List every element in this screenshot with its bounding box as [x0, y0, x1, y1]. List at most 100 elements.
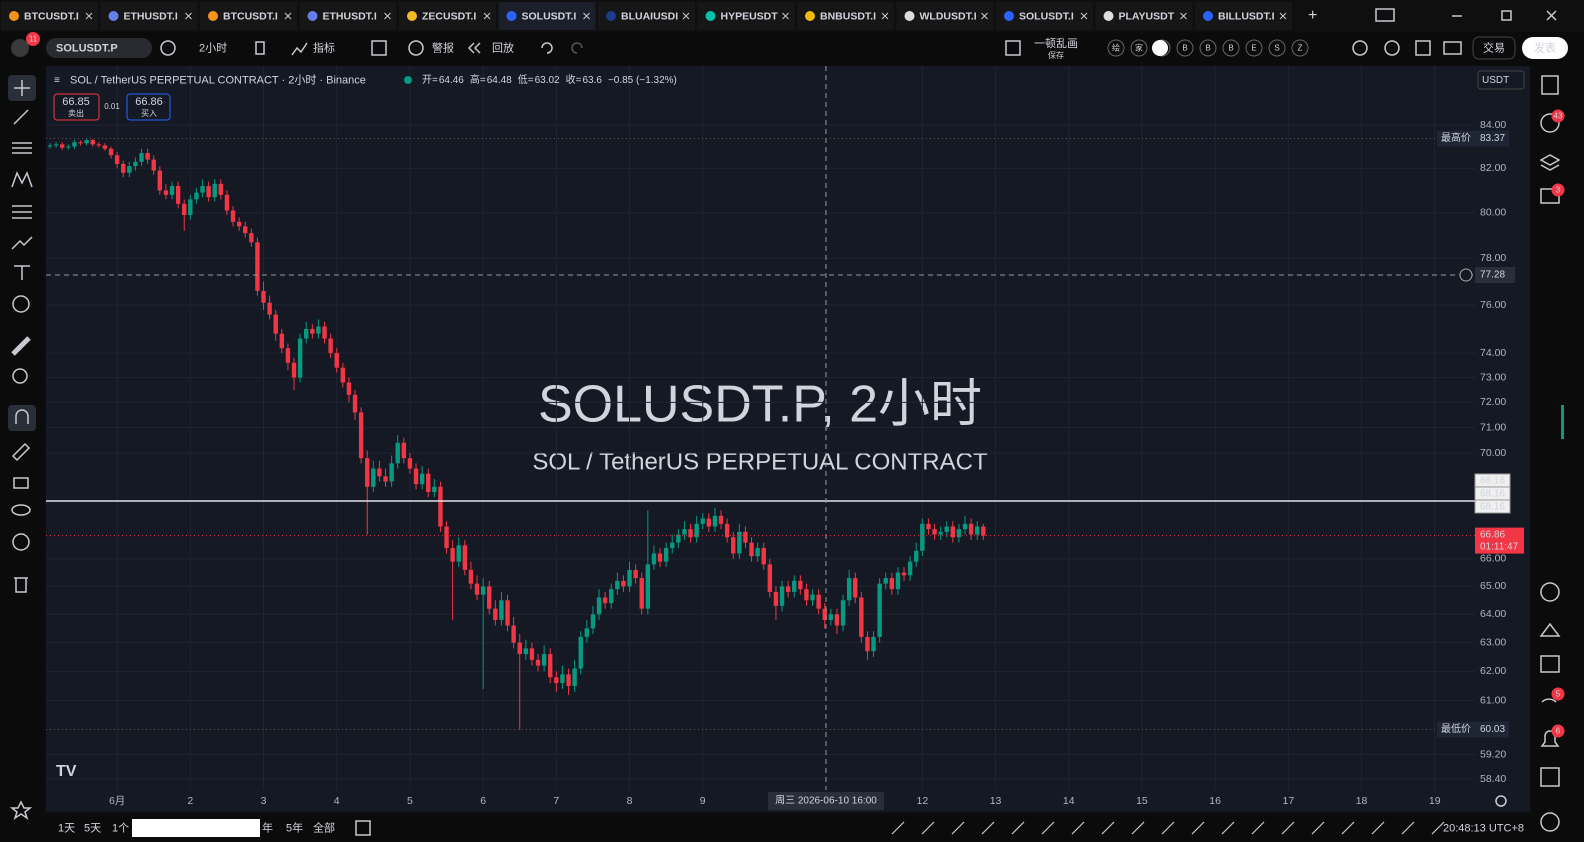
tab-close[interactable]	[583, 12, 590, 20]
trend-line-tool[interactable]	[13, 109, 29, 125]
hotlist[interactable]	[1352, 40, 1368, 56]
publish-button[interactable]	[1522, 37, 1568, 59]
drawing-shortcut[interactable]	[1281, 821, 1295, 835]
tab-close[interactable]	[981, 12, 988, 20]
range-button[interactable]: 5天	[84, 822, 101, 834]
tab-close[interactable]	[1080, 12, 1088, 20]
delete-tool[interactable]	[14, 577, 28, 593]
redo[interactable]	[571, 42, 583, 54]
drawing-shortcut[interactable]	[1221, 821, 1235, 835]
buy-button[interactable]	[126, 93, 171, 121]
chip[interactable]	[1107, 39, 1125, 57]
chart-type[interactable]	[255, 41, 265, 55]
magnet-tool[interactable]	[8, 405, 36, 431]
lock-tool[interactable]	[13, 477, 29, 489]
brush-tool[interactable]	[11, 236, 33, 250]
drawing-shortcut[interactable]	[1401, 821, 1415, 835]
drawing-shortcut[interactable]	[1131, 821, 1145, 835]
add-alert[interactable]	[1459, 268, 1473, 282]
replay-button[interactable]: 回放	[492, 40, 514, 54]
symbol-search[interactable]	[46, 38, 152, 58]
range-button[interactable]: 全部	[313, 820, 335, 834]
drawing-shortcut[interactable]	[921, 821, 935, 835]
avatar[interactable]	[11, 39, 29, 57]
ideas[interactable]	[1540, 582, 1560, 602]
drawing-shortcut[interactable]	[891, 821, 905, 835]
pattern-tool[interactable]	[11, 171, 33, 188]
data-window[interactable]	[1540, 767, 1560, 787]
currency-select[interactable]	[1477, 70, 1525, 90]
notifications[interactable]	[1540, 730, 1560, 747]
stay-drawing[interactable]	[11, 442, 31, 462]
zoom-tool[interactable]	[12, 368, 28, 384]
ruler-tool[interactable]	[11, 336, 31, 356]
templates[interactable]	[371, 40, 387, 56]
chip[interactable]	[1222, 39, 1240, 57]
favorites[interactable]	[9, 800, 33, 820]
layers[interactable]	[1539, 154, 1561, 171]
tab-close[interactable]	[881, 12, 889, 20]
calendar[interactable]	[1540, 655, 1560, 673]
tree-tool[interactable]	[12, 533, 30, 551]
text-tool[interactable]	[14, 265, 30, 280]
range-button[interactable]: 5年	[286, 820, 303, 834]
settings[interactable]	[1384, 40, 1400, 56]
snapshot[interactable]	[1443, 41, 1462, 55]
range-button[interactable]: 1天	[58, 822, 75, 834]
drawing-shortcut[interactable]	[1011, 821, 1025, 835]
tab-close[interactable]	[1180, 12, 1187, 20]
undo[interactable]	[541, 42, 553, 54]
axis-settings[interactable]	[1495, 795, 1507, 807]
chip[interactable]	[1268, 39, 1286, 57]
news[interactable]	[1541, 698, 1557, 703]
fib-tool[interactable]	[12, 142, 32, 154]
alert-button[interactable]: 警报	[432, 40, 454, 54]
watchlist[interactable]	[1541, 75, 1559, 95]
trade-button[interactable]	[1472, 36, 1516, 60]
indicators-button[interactable]: 指标	[313, 40, 335, 54]
close-window[interactable]	[1546, 10, 1557, 21]
chip[interactable]	[1199, 39, 1217, 57]
chip-active[interactable]	[1152, 40, 1168, 56]
tab-close[interactable]	[1279, 12, 1287, 20]
drawing-shortcut[interactable]	[1161, 821, 1175, 835]
compare-button[interactable]	[160, 40, 176, 56]
drawing-shortcut[interactable]	[1251, 821, 1265, 835]
date-range[interactable]	[355, 820, 371, 836]
tab-close[interactable]	[284, 12, 292, 20]
drawing-shortcut[interactable]	[1311, 821, 1325, 835]
screener[interactable]	[1539, 622, 1561, 637]
maximize[interactable]	[1501, 10, 1512, 21]
tab-close[interactable]	[483, 12, 491, 20]
chip[interactable]	[1245, 39, 1263, 57]
chip[interactable]	[1291, 39, 1309, 57]
drawing-shortcut[interactable]	[1071, 821, 1085, 835]
tab-close[interactable]	[682, 12, 690, 20]
drawing-shortcut[interactable]	[1431, 821, 1445, 835]
icon-tool[interactable]	[12, 295, 30, 313]
drawing-shortcut[interactable]	[1041, 821, 1055, 835]
tab-close[interactable]	[85, 12, 93, 20]
drawing-shortcut[interactable]	[951, 821, 965, 835]
chip[interactable]	[1176, 39, 1194, 57]
range-button[interactable]: 1个	[112, 821, 129, 834]
drawing-shortcut[interactable]	[1101, 821, 1115, 835]
help[interactable]	[1540, 812, 1560, 832]
tab-close[interactable]	[384, 12, 391, 20]
tab-close[interactable]	[782, 12, 789, 20]
sell-button[interactable]	[53, 93, 100, 121]
checkbox[interactable]	[1005, 40, 1021, 56]
drawing-shortcut[interactable]	[1371, 821, 1385, 835]
prediction-tool[interactable]	[12, 205, 32, 219]
drawing-shortcut[interactable]	[1191, 821, 1205, 835]
drawing-shortcut[interactable]	[981, 821, 995, 835]
layout-button[interactable]	[1375, 8, 1395, 22]
fullscreen[interactable]	[1415, 40, 1431, 56]
drawing-shortcut[interactable]	[1341, 821, 1355, 835]
chip[interactable]	[1130, 39, 1148, 57]
layout-name[interactable]: 一顿乱画	[1034, 36, 1078, 50]
interval-button[interactable]: 2小时	[199, 41, 227, 54]
tab-close[interactable]	[185, 12, 192, 20]
new-tab[interactable]: +	[1308, 7, 1317, 24]
range-button[interactable]: 年	[262, 820, 273, 834]
